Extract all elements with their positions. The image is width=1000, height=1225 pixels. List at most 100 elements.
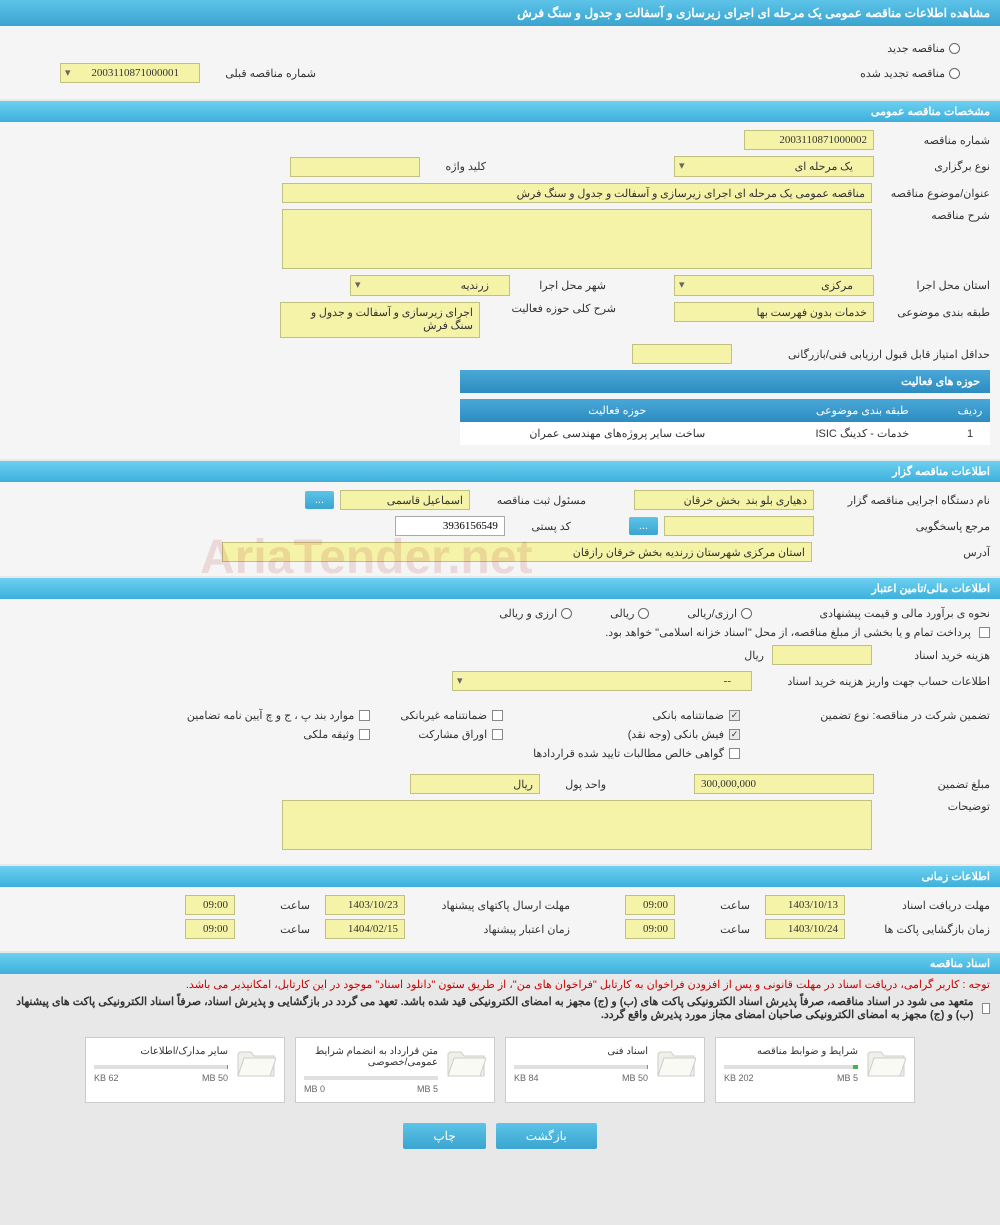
g5-checkbox[interactable] (492, 729, 503, 740)
g3-checkbox[interactable] (729, 748, 740, 759)
min-score-input[interactable] (632, 344, 732, 364)
device-name-label: نام دستگاه اجرایی مناقصه گزار (820, 494, 990, 507)
title-label: عنوان/موضوع مناقصه (880, 187, 990, 200)
section-docs: اسناد مناقصه (0, 953, 1000, 974)
progress-bar (304, 1076, 438, 1080)
table-header: طبقه بندی موضوعی (775, 399, 950, 422)
table-header: ردیف (950, 399, 990, 422)
file-label: متن قرارداد به انضمام شرایط عمومی/خصوصی (304, 1046, 438, 1068)
hour-label-3: ساعت (690, 923, 750, 936)
receive-deadline-label: مهلت دریافت اسناد (860, 899, 990, 912)
file-used: 62 KB (94, 1073, 119, 1083)
subject-class-label: طبقه بندی موضوعی (880, 306, 990, 319)
g7-checkbox[interactable] (359, 729, 370, 740)
credit-time-input[interactable] (185, 919, 235, 939)
notes-label: توضیحات (880, 800, 990, 813)
progress-bar (94, 1065, 228, 1069)
radio-label: مناقصه تجدید شده (860, 67, 945, 80)
holding-type-select[interactable]: یک مرحله ای (674, 156, 874, 177)
province-select[interactable]: مرکزی (674, 275, 874, 296)
prev-number-select[interactable]: 2003110871000001 (60, 63, 200, 83)
account-info-label: اطلاعات حساب جهت واریز هزینه خرید اسناد (760, 675, 990, 688)
hour-label: ساعت (690, 899, 750, 912)
open-time-input[interactable] (625, 919, 675, 939)
folder-icon (866, 1046, 906, 1081)
g4-checkbox[interactable] (492, 710, 503, 721)
doc-fee-input[interactable] (772, 645, 872, 665)
postal-input (395, 516, 505, 536)
riyal-label: ریال (744, 649, 764, 662)
file-total: 5 MB (837, 1073, 858, 1083)
file-used: 202 KB (724, 1073, 754, 1083)
radio-icon (638, 608, 649, 619)
consent-checkbox[interactable] (982, 1003, 991, 1014)
radio-new-tender[interactable]: مناقصه جدید (887, 42, 960, 55)
doc-fee-label: هزینه خرید اسناد (880, 649, 990, 662)
file-label: شرایط و ضوابط مناقصه (724, 1046, 858, 1057)
progress-bar (724, 1065, 858, 1069)
g6-checkbox[interactable] (359, 710, 370, 721)
city-select[interactable]: زرندیه (350, 275, 510, 296)
folder-icon (446, 1046, 486, 1081)
section-organizer: اطلاعات مناقصه گزار (0, 461, 1000, 482)
page-title: مشاهده اطلاعات مناقصه عمومی یک مرحله ای … (0, 0, 1000, 26)
activity-table: ردیف طبقه بندی موضوعی حوزه فعالیت 1 خدما… (460, 399, 990, 445)
description-textarea[interactable] (282, 209, 872, 269)
receive-date-input[interactable] (765, 895, 845, 915)
file-label: اسناد فنی (514, 1046, 648, 1057)
registrar-input (340, 490, 470, 510)
packet-date-input[interactable] (325, 895, 405, 915)
currency-unit-label: واحد پول (546, 778, 606, 791)
print-button[interactable]: چاپ (403, 1123, 485, 1149)
radio-label: ارزی/ریالی (687, 607, 737, 620)
credit-time-label: زمان اعتبار پیشنهاد (420, 923, 570, 936)
file-used: 84 KB (514, 1073, 539, 1083)
radio-label: ارزی و ریالی (499, 607, 557, 620)
file-total: 50 MB (622, 1073, 648, 1083)
postal-label: کد پستی (511, 520, 571, 533)
registrar-label: مسئول ثبت مناقصه (476, 494, 586, 507)
file-label: سایر مدارک/اطلاعات (94, 1046, 228, 1057)
keyword-input[interactable] (290, 157, 420, 177)
radio-arzi[interactable]: ارزی و ریالی (499, 607, 572, 620)
folder-icon (236, 1046, 276, 1081)
activity-desc-label: شرح کلی حوزه فعالیت (486, 302, 616, 315)
activity-desc-input: اجرای زیرسازی و آسفالت و جدول و سنگ فرش (280, 302, 480, 338)
account-select[interactable]: -- (452, 671, 752, 691)
g2-checkbox[interactable] (729, 729, 740, 740)
file-card[interactable]: اسناد فنی 50 MB 84 KB (505, 1037, 705, 1103)
file-card[interactable]: شرایط و ضوابط مناقصه 5 MB 202 KB (715, 1037, 915, 1103)
radio-icon (741, 608, 752, 619)
back-button[interactable]: بازگشت (496, 1123, 597, 1149)
radio-label: ریالی (610, 607, 634, 620)
packet-time-input[interactable] (185, 895, 235, 915)
payment-checkbox[interactable] (979, 627, 990, 638)
province-label: استان محل اجرا (880, 279, 990, 292)
radio-icon (949, 43, 960, 54)
g1-checkbox[interactable] (729, 710, 740, 721)
receive-time-input[interactable] (625, 895, 675, 915)
packet-deadline-label: مهلت ارسال پاکتهای پیشنهاد (420, 899, 570, 912)
device-name-input (634, 490, 814, 510)
file-card[interactable]: سایر مدارک/اطلاعات 50 MB62 KB (85, 1037, 285, 1103)
file-total: 5 MB (417, 1084, 438, 1094)
address-input (222, 542, 812, 562)
table-row: 1 خدمات - کدینگ ISIC ساخت سایر پروژه‌های… (460, 422, 990, 445)
responder-input[interactable] (664, 516, 814, 536)
guarantee-amount-input (694, 774, 874, 794)
open-date-input[interactable] (765, 919, 845, 939)
registrar-lookup-button[interactable]: ... (305, 491, 334, 509)
credit-date-input[interactable] (325, 919, 405, 939)
radio-renewed-tender[interactable]: مناقصه تجدید شده (860, 63, 960, 83)
section-financial: اطلاعات مالی/تامین اعتبار (0, 578, 1000, 599)
table-header: حوزه فعالیت (460, 399, 775, 422)
radio-label: مناقصه جدید (887, 42, 945, 55)
description-label: شرح مناقصه (880, 209, 990, 222)
radio-currency[interactable]: ارزی/ریالی (687, 607, 752, 620)
responder-lookup-button[interactable]: ... (629, 517, 658, 535)
tender-number-input (744, 130, 874, 150)
notes-textarea[interactable] (282, 800, 872, 850)
file-card[interactable]: متن قرارداد به انضمام شرایط عمومی/خصوصی … (295, 1037, 495, 1103)
radio-riyali[interactable]: ریالی (610, 607, 649, 620)
radio-icon (949, 68, 960, 79)
